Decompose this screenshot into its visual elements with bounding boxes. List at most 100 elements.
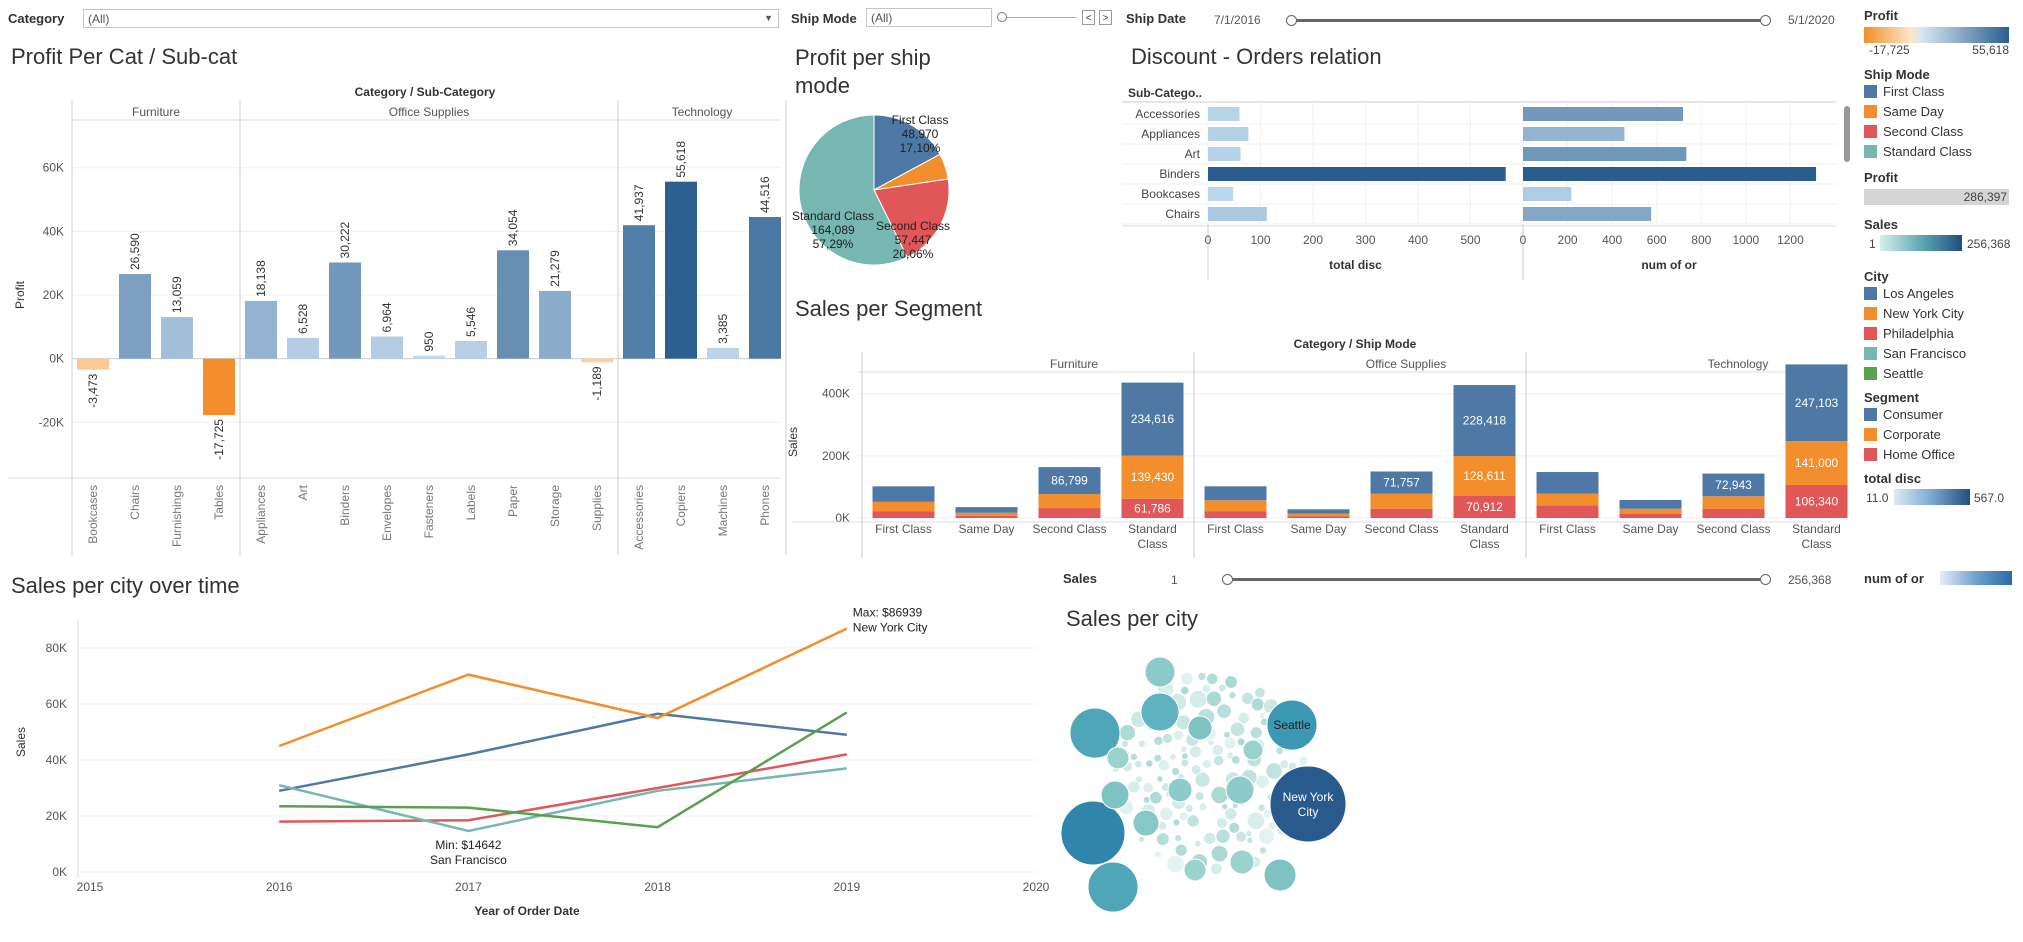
city-bubble — [1069, 707, 1121, 759]
city-bubble — [1181, 752, 1189, 760]
city-bubble — [1205, 690, 1222, 707]
x-tick-label: Standard — [1460, 522, 1509, 536]
legend-city-item[interactable]: New York City — [1864, 304, 2019, 324]
city-bubble — [1213, 754, 1225, 767]
legend-city-item[interactable]: Seattle — [1864, 364, 2019, 384]
bar — [1208, 127, 1249, 141]
bar — [413, 355, 445, 359]
city-bubble — [1137, 739, 1147, 748]
sales-slider-min-handle[interactable] — [1222, 574, 1233, 585]
shipdate-end: 5/1/2020 — [1788, 13, 1835, 27]
x-tick-label: Fasteners — [422, 485, 436, 538]
category-filter-value: (All) — [88, 12, 110, 26]
city-bubble — [1228, 821, 1241, 834]
shipdate-slider-start-handle[interactable] — [1286, 15, 1297, 26]
shipdate-filter-label: Ship Date — [1126, 11, 1186, 26]
shipmode-slider-handle[interactable] — [997, 12, 1007, 22]
x-tick-label: Class — [1137, 537, 1167, 551]
bar-segment — [1287, 516, 1350, 518]
legend-segment-item[interactable]: Home Office — [1864, 445, 2019, 465]
legend-profit-max: 55,618 — [1972, 43, 2009, 57]
city-bubble — [1184, 804, 1194, 813]
city-bubble — [1120, 739, 1129, 748]
bar — [1208, 147, 1241, 161]
city-bubble — [1236, 737, 1246, 747]
discount-scrollbar[interactable] — [1844, 106, 1850, 162]
legend-shipmode-label: First Class — [1883, 84, 1945, 99]
city-bubble — [1210, 844, 1229, 863]
city-bubble — [1246, 811, 1266, 830]
city-bubble — [1197, 671, 1207, 682]
bar-segment — [1619, 499, 1682, 509]
legend-shipmode-label: Second Class — [1883, 124, 1964, 139]
pie-label: 164,089 — [811, 223, 855, 237]
legend-shipmode-swatch — [1864, 125, 1877, 138]
bar-segment — [1453, 495, 1516, 518]
shipmode-filter-dropdown[interactable]: (All) — [866, 8, 992, 27]
city-bubble — [1162, 732, 1173, 744]
shipdate-slider-track[interactable] — [1290, 19, 1766, 22]
pie-slice — [798, 114, 908, 266]
prev-arrow-icon[interactable]: < — [1082, 10, 1095, 25]
pie-label: 20,06% — [893, 247, 934, 261]
data-label: 5,546 — [464, 307, 478, 337]
city-bubble — [1144, 656, 1176, 688]
city-bubble — [1142, 795, 1151, 804]
legend-shipmode-item[interactable]: First Class — [1864, 82, 2019, 102]
x-tick-label: 0 — [1520, 233, 1527, 247]
profit-cat-chart: Category / Sub-Category Profit -20K 0K 20K 40… — [8, 85, 787, 555]
city-bubble — [1229, 721, 1246, 737]
legend-shipmode-title: Ship Mode — [1864, 67, 1930, 82]
bar-segment — [955, 512, 1018, 516]
legend-segment-item[interactable]: Corporate — [1864, 425, 2019, 445]
y-tick-label: 60K — [46, 697, 67, 711]
city-bubble — [1198, 802, 1208, 812]
x-axis-label: Year of Order Date — [474, 904, 580, 918]
legend-shipmode-item[interactable]: Standard Class — [1864, 142, 2019, 162]
discount-title: Discount - Orders relation — [1131, 44, 1382, 69]
legend-segment-item[interactable]: Consumer — [1864, 405, 2019, 425]
legend-sales-row: 1 256,368 — [1864, 235, 2019, 255]
x-tick-label: Class — [1469, 537, 1499, 551]
bar-segment — [1619, 508, 1682, 514]
next-arrow-icon[interactable]: > — [1099, 10, 1112, 25]
pie-label: Standard Class — [792, 209, 874, 223]
legend-city-item[interactable]: San Francisco — [1864, 344, 2019, 364]
shipdate-slider-end-handle[interactable] — [1760, 15, 1771, 26]
x-tick-label: 500 — [1460, 233, 1480, 247]
city-bubble-label: Seattle — [1273, 718, 1311, 732]
bar-segment — [872, 486, 935, 502]
category-header: Technology — [1708, 357, 1769, 371]
data-label: 70,912 — [1466, 500, 1503, 514]
sales-filter-min: 1 — [1171, 573, 1178, 587]
row-label: Appliances — [1141, 127, 1200, 141]
legend-numor-ramp — [1940, 571, 2012, 585]
series-line — [278, 627, 848, 748]
sales-slider-max-handle[interactable] — [1760, 574, 1771, 585]
x-tick-label: Second Class — [1696, 522, 1770, 536]
legend-city-item[interactable]: Los Angeles — [1864, 284, 2019, 304]
shipmode-slider-track[interactable] — [1000, 17, 1076, 18]
legend-city-label: Los Angeles — [1883, 286, 1954, 301]
sales-slider-track[interactable] — [1226, 578, 1766, 581]
x-tick-label: Art — [296, 484, 310, 500]
legend-profit-min: -17,725 — [1869, 43, 1910, 57]
legend-city-item[interactable]: Philadelphia — [1864, 324, 2019, 344]
x-tick-label: 2017 — [455, 880, 482, 894]
data-label: 128,611 — [1463, 469, 1506, 483]
legend-shipmode-item[interactable]: Second Class — [1864, 122, 2019, 142]
x-tick-label: 1000 — [1733, 233, 1760, 247]
annotation-min: Min: $14642 — [435, 838, 501, 852]
legend-shipmode-item[interactable]: Same Day — [1864, 102, 2019, 122]
city-time-title: Sales per city over time — [11, 573, 240, 598]
y-tick-label: 20K — [43, 288, 64, 302]
category-filter-dropdown[interactable]: (All) ▼ — [83, 9, 779, 28]
x-tick-label: Same Day — [1290, 522, 1346, 536]
x-tick-label: Second Class — [1364, 522, 1438, 536]
city-bubble — [1132, 809, 1160, 837]
city-bubble — [1231, 755, 1241, 765]
data-label: 139,430 — [1131, 470, 1175, 484]
legend-city-swatch — [1864, 307, 1877, 320]
legend-city-swatch — [1864, 367, 1877, 380]
city-bubble — [1218, 683, 1227, 692]
